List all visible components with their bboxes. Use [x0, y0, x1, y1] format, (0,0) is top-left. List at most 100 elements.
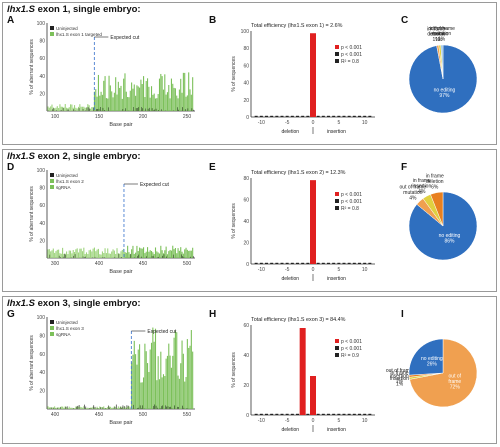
indel-bar-minor	[321, 115, 325, 117]
indel-bar-minor	[296, 413, 299, 415]
legend-label: p < 0.001	[341, 346, 362, 352]
legend-label: R² = 0.8	[341, 206, 359, 212]
indel-bar-minor	[352, 262, 356, 264]
indel-bar-minor	[270, 413, 274, 415]
pie-slice-label: in frame insertion 1%	[429, 26, 448, 43]
panel-label-i: I	[401, 309, 404, 320]
legend-swatch	[335, 339, 339, 343]
y-tick-label: 80	[39, 186, 45, 192]
x-tick-label: -5	[285, 120, 290, 126]
indel-bar-minor	[270, 115, 274, 117]
indel-bar-minor	[347, 115, 351, 117]
indel-bar-minor	[301, 262, 305, 264]
indel-bar-minor	[316, 413, 320, 415]
x-tick-label: 100	[51, 114, 60, 120]
legend-swatch	[50, 320, 54, 324]
indel-bar-minor	[285, 115, 289, 117]
indel-bar-minor	[352, 115, 356, 117]
indel-bar-minor	[290, 115, 294, 117]
indel-bar-minor	[280, 262, 284, 264]
x-tick-label: 400	[95, 261, 104, 267]
y-tick-label: 40	[39, 74, 45, 80]
row-exon1: lhx1.S exon 1, single embryo: A 20 40 60 80…	[2, 2, 497, 145]
x-tick-label: 0	[312, 418, 315, 424]
legend-swatch	[335, 346, 339, 350]
indel-bar-minor	[280, 413, 284, 415]
insertion-label: insertion	[327, 276, 346, 282]
trace-chart-d: 20 40 60 80 100 300 400 450 500 Base pair % of abe…	[29, 168, 195, 275]
insertion-label: insertion	[327, 129, 346, 135]
x-tick-label: 10	[362, 418, 368, 424]
indel-bar	[310, 33, 316, 117]
x-tick-label: 150	[95, 114, 104, 120]
indel-bar-minor	[342, 115, 346, 117]
indel-title: Total efficiency (lhx1.S exon 1) = 2.6%	[251, 23, 343, 29]
legend-label: p < 0.001	[341, 199, 362, 205]
pie-slice	[408, 338, 444, 376]
x-axis-label: Base pair	[109, 420, 132, 426]
indel-bar-minor	[265, 262, 268, 264]
y-tick-label: 80	[243, 176, 249, 182]
legend-label: p < 0.001	[341, 45, 362, 51]
indel-bar-minor	[347, 262, 351, 264]
x-tick-label: 300	[51, 261, 60, 267]
pie-slice-label: no editing 86%	[439, 233, 461, 244]
legend-label: lhx1.S exon 1 targeted	[56, 32, 102, 37]
y-tick-label: 80	[243, 46, 249, 52]
y-tick-label: 80	[39, 333, 45, 339]
indel-chart-e: Total efficiency (lhx1.S exon 2) = 12.3%…	[231, 170, 375, 282]
row-exon2: lhx1.S exon 2, single embryo: D 20 40 60 80…	[2, 149, 497, 292]
x-tick-label: 5	[337, 418, 340, 424]
legend-swatch	[335, 199, 339, 203]
y-tick-label: 100	[37, 315, 46, 321]
indel-bar-minor	[254, 262, 258, 264]
indel-bar-minor	[259, 115, 263, 117]
indel-bar-minor	[321, 413, 325, 415]
pie-chart-c: no editing 97% in frame deletion 1%in frame i…	[408, 26, 478, 114]
indel-bar-minor	[368, 262, 372, 264]
y-tick-label: 60	[39, 203, 45, 209]
legend-label: Uninjected	[56, 26, 78, 31]
pie-slice-label: out of frame mutation 4%	[400, 185, 427, 202]
legend-swatch	[335, 206, 339, 210]
legend-label: sgRNA	[56, 332, 71, 337]
indel-bar-minor	[352, 413, 356, 415]
x-tick-label: -10	[258, 120, 265, 126]
legend-label: p < 0.001	[341, 52, 362, 58]
legend-label: Uninjected	[56, 320, 78, 325]
legend-label: lhx1.S exon 2	[56, 179, 84, 184]
pie-slice	[430, 191, 444, 227]
indel-bar	[310, 376, 316, 415]
y-tick-label: 20	[243, 241, 249, 247]
indel-bar-minor	[265, 115, 268, 117]
pie-slice-label: in frame insertion 4%	[412, 178, 431, 195]
y-tick-label: 40	[39, 370, 45, 376]
panel-label-f: F	[401, 162, 408, 173]
indel-bar-minor	[275, 262, 279, 264]
indel-bar	[299, 328, 306, 415]
panel-label-b: B	[209, 15, 217, 26]
y-axis-label: % of sequences	[231, 203, 237, 239]
deletion-label: deletion	[281, 276, 299, 282]
x-tick-label: 500	[139, 412, 148, 418]
legend-swatch	[335, 45, 339, 49]
indel-bar-minor	[321, 262, 325, 264]
y-tick-label: 0	[246, 262, 249, 268]
pie-slice-label: no editing 97%	[434, 88, 456, 99]
trace-chart-a: 20 40 60 80 100 100 150 200 250 Base pair % of abe…	[29, 21, 195, 128]
indel-bar-minor	[337, 413, 341, 415]
y-tick-label: 100	[37, 21, 46, 27]
indel-bar-minor	[358, 262, 361, 264]
indel-chart-h: Total efficiency (lhx1.S exon 3) = 84.4%…	[231, 317, 375, 433]
indel-bar-minor	[296, 262, 299, 264]
indel-title: Total efficiency (lhx1.S exon 3) = 84.4%	[251, 317, 346, 323]
x-tick-label: 450	[95, 412, 104, 418]
x-tick-label: 450	[139, 261, 148, 267]
x-axis-label: Base pair	[109, 122, 132, 128]
y-axis-label: % of sequences	[231, 56, 237, 92]
indel-bar-minor	[270, 262, 274, 264]
indel-bar-minor	[342, 262, 346, 264]
row-title: lhx1.S exon 2, single embryo:	[7, 151, 141, 162]
pie-slice	[409, 338, 478, 408]
indel-bar-minor	[358, 413, 361, 415]
